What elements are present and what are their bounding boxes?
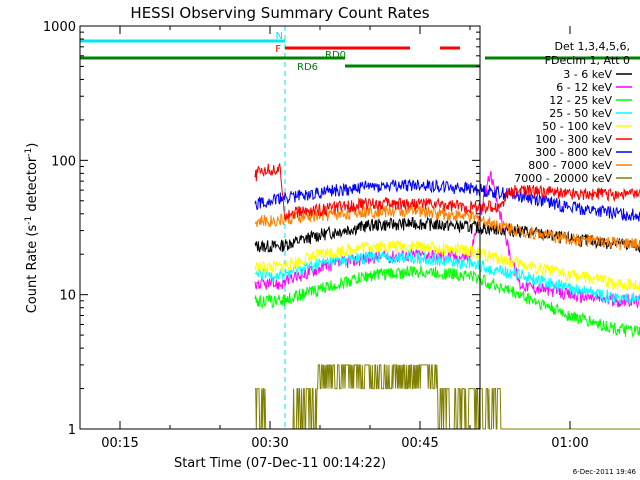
series-line-2 [254,264,640,339]
y-axis-label-end: ) [25,143,40,148]
y-tick-label-0: 1 [68,423,76,438]
legend-title-line-1: Det 1,3,4,5,6, [554,40,630,53]
series-line-4 [254,238,640,292]
y-tick-label-2: 100 [51,154,76,169]
y-axis: 1 10 100 1000 [43,20,480,438]
x-tick-label-3: 01:00 [551,436,588,451]
legend-label-7: 800 - 7000 keV [528,159,612,172]
legend-label-3: 25 - 50 keV [549,107,612,120]
footer-date: 6-Dec-2011 19:46 [573,468,637,476]
legend-label-8: 7000 - 20000 keV [514,172,612,185]
event-label-f: F [275,44,281,55]
series-line-7 [254,204,640,251]
series-line-5 [254,162,640,221]
y-axis-label-exp2: -1 [24,148,34,157]
y-axis-label-mid: detector [25,156,40,216]
event-label-rd0: RD0 [325,50,346,61]
series-line-0 [254,216,640,253]
y-axis-label-exp1: -1 [24,216,34,225]
legend-title-line-2: FDecim 1, Att 0 [545,54,630,67]
legend-label-4: 50 - 100 keV [542,120,612,133]
legend-label-1: 6 - 12 keV [556,81,612,94]
chart-title: HESSI Observing Summary Count Rates [130,4,429,22]
event-label-n: N [276,31,283,42]
series-line-3 [254,249,640,305]
series-line-1 [254,170,640,309]
plot-area: NF RD0 RD6 [80,26,640,430]
legend-label-6: 300 - 800 keV [535,146,612,159]
legend-label-2: 12 - 25 keV [549,94,612,107]
x-axis-label: Start Time (07-Dec-11 00:14:22) [174,456,386,471]
plot-frame [79,25,481,430]
event-label-rd6: RD6 [297,62,318,73]
y-tick-label-3: 1000 [43,20,76,35]
y-tick-label-1: 10 [59,289,76,304]
x-tick-label-2: 00:45 [401,436,438,451]
y-axis-label-main: Count Rate (s [25,225,40,314]
x-tick-label-1: 00:30 [251,436,288,451]
legend: Det 1,3,4,5,6, FDecim 1, Att 0 3 - 6 keV… [514,40,632,185]
legend-label-0: 3 - 6 keV [563,68,612,81]
y-axis-label: Count Rate (s-1 detector-1) [24,143,40,314]
series-line-6 [254,178,640,222]
legend-label-5: 100 - 300 keV [535,133,612,146]
x-tick-label-0: 00:15 [101,436,138,451]
series-line-8 [255,364,640,430]
